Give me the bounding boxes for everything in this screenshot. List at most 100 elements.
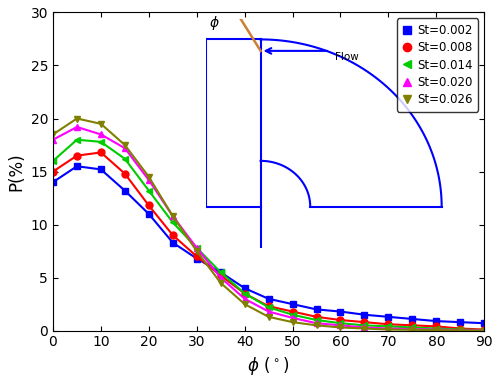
St=0.020 bbox=[50, 137, 56, 142]
St=0.008 bbox=[194, 254, 200, 259]
St=0.020 bbox=[170, 214, 176, 218]
St=0.008 bbox=[410, 323, 416, 328]
St=0.020 bbox=[146, 178, 152, 182]
St=0.026 bbox=[338, 325, 344, 330]
St=0.008 bbox=[218, 273, 224, 278]
St=0.002 bbox=[434, 319, 440, 323]
St=0.020 bbox=[290, 316, 296, 320]
St=0.026 bbox=[146, 175, 152, 179]
St=0.002 bbox=[50, 180, 56, 184]
St=0.002 bbox=[266, 296, 272, 301]
St=0.026 bbox=[481, 328, 487, 333]
St=0.002 bbox=[194, 256, 200, 261]
St=0.014 bbox=[410, 325, 416, 330]
St=0.026 bbox=[458, 328, 464, 333]
St=0.026 bbox=[194, 249, 200, 253]
Legend: St=0.002, St=0.008, St=0.014, St=0.020, St=0.026: St=0.002, St=0.008, St=0.014, St=0.020, … bbox=[397, 18, 478, 112]
St=0.014 bbox=[194, 246, 200, 250]
St=0.020 bbox=[481, 328, 487, 333]
St=0.026 bbox=[218, 281, 224, 285]
St=0.020 bbox=[194, 246, 200, 250]
St=0.008 bbox=[386, 322, 392, 326]
St=0.026 bbox=[386, 327, 392, 332]
St=0.002 bbox=[74, 164, 80, 169]
St=0.014 bbox=[481, 328, 487, 333]
St=0.026 bbox=[98, 121, 104, 126]
St=0.026 bbox=[290, 320, 296, 324]
St=0.008 bbox=[266, 304, 272, 309]
X-axis label: $\phi$ ($^\circ$): $\phi$ ($^\circ$) bbox=[248, 355, 290, 377]
St=0.014 bbox=[458, 327, 464, 332]
St=0.008 bbox=[50, 169, 56, 174]
St=0.014 bbox=[170, 220, 176, 225]
St=0.008 bbox=[314, 314, 320, 319]
St=0.014 bbox=[338, 321, 344, 326]
St=0.002 bbox=[410, 317, 416, 321]
St=0.008 bbox=[98, 150, 104, 155]
Line: St=0.002: St=0.002 bbox=[50, 163, 488, 327]
St=0.008 bbox=[146, 203, 152, 208]
St=0.020 bbox=[386, 326, 392, 331]
St=0.020 bbox=[362, 325, 368, 330]
Line: St=0.020: St=0.020 bbox=[50, 124, 488, 334]
St=0.008 bbox=[74, 153, 80, 158]
St=0.008 bbox=[242, 291, 248, 296]
St=0.020 bbox=[338, 323, 344, 328]
St=0.008 bbox=[481, 327, 487, 332]
St=0.008 bbox=[362, 320, 368, 324]
St=0.020 bbox=[98, 132, 104, 137]
St=0.020 bbox=[410, 327, 416, 331]
St=0.008 bbox=[290, 309, 296, 314]
St=0.014 bbox=[146, 188, 152, 193]
St=0.026 bbox=[122, 143, 128, 147]
St=0.002 bbox=[338, 309, 344, 314]
Y-axis label: P(%): P(%) bbox=[7, 152, 25, 191]
St=0.002 bbox=[218, 270, 224, 275]
St=0.014 bbox=[290, 313, 296, 317]
St=0.014 bbox=[98, 139, 104, 144]
St=0.002 bbox=[386, 314, 392, 319]
St=0.026 bbox=[362, 326, 368, 331]
St=0.026 bbox=[170, 214, 176, 218]
St=0.014 bbox=[314, 318, 320, 322]
Line: St=0.008: St=0.008 bbox=[50, 149, 488, 333]
St=0.020 bbox=[458, 328, 464, 333]
St=0.026 bbox=[314, 323, 320, 328]
St=0.020 bbox=[314, 321, 320, 326]
St=0.008 bbox=[338, 318, 344, 322]
St=0.002 bbox=[170, 240, 176, 245]
St=0.020 bbox=[122, 146, 128, 151]
St=0.026 bbox=[266, 314, 272, 319]
St=0.014 bbox=[362, 323, 368, 328]
St=0.002 bbox=[146, 212, 152, 216]
St=0.020 bbox=[218, 275, 224, 280]
St=0.026 bbox=[242, 302, 248, 306]
St=0.026 bbox=[50, 132, 56, 137]
St=0.014 bbox=[242, 291, 248, 296]
Line: St=0.014: St=0.014 bbox=[50, 136, 488, 334]
St=0.014 bbox=[74, 137, 80, 142]
St=0.008 bbox=[458, 326, 464, 331]
St=0.002 bbox=[242, 286, 248, 291]
St=0.014 bbox=[218, 270, 224, 275]
St=0.002 bbox=[458, 320, 464, 324]
St=0.020 bbox=[74, 125, 80, 129]
St=0.014 bbox=[122, 157, 128, 161]
St=0.014 bbox=[386, 324, 392, 329]
Line: St=0.026: St=0.026 bbox=[50, 115, 488, 334]
St=0.002 bbox=[98, 167, 104, 172]
St=0.026 bbox=[410, 328, 416, 332]
St=0.014 bbox=[266, 305, 272, 310]
St=0.014 bbox=[434, 326, 440, 331]
St=0.008 bbox=[434, 324, 440, 329]
St=0.020 bbox=[266, 309, 272, 314]
St=0.008 bbox=[170, 233, 176, 237]
St=0.020 bbox=[434, 327, 440, 332]
St=0.014 bbox=[50, 159, 56, 163]
St=0.026 bbox=[74, 116, 80, 121]
St=0.002 bbox=[481, 321, 487, 326]
St=0.002 bbox=[314, 307, 320, 312]
St=0.026 bbox=[434, 328, 440, 333]
St=0.002 bbox=[362, 313, 368, 317]
St=0.008 bbox=[122, 171, 128, 176]
